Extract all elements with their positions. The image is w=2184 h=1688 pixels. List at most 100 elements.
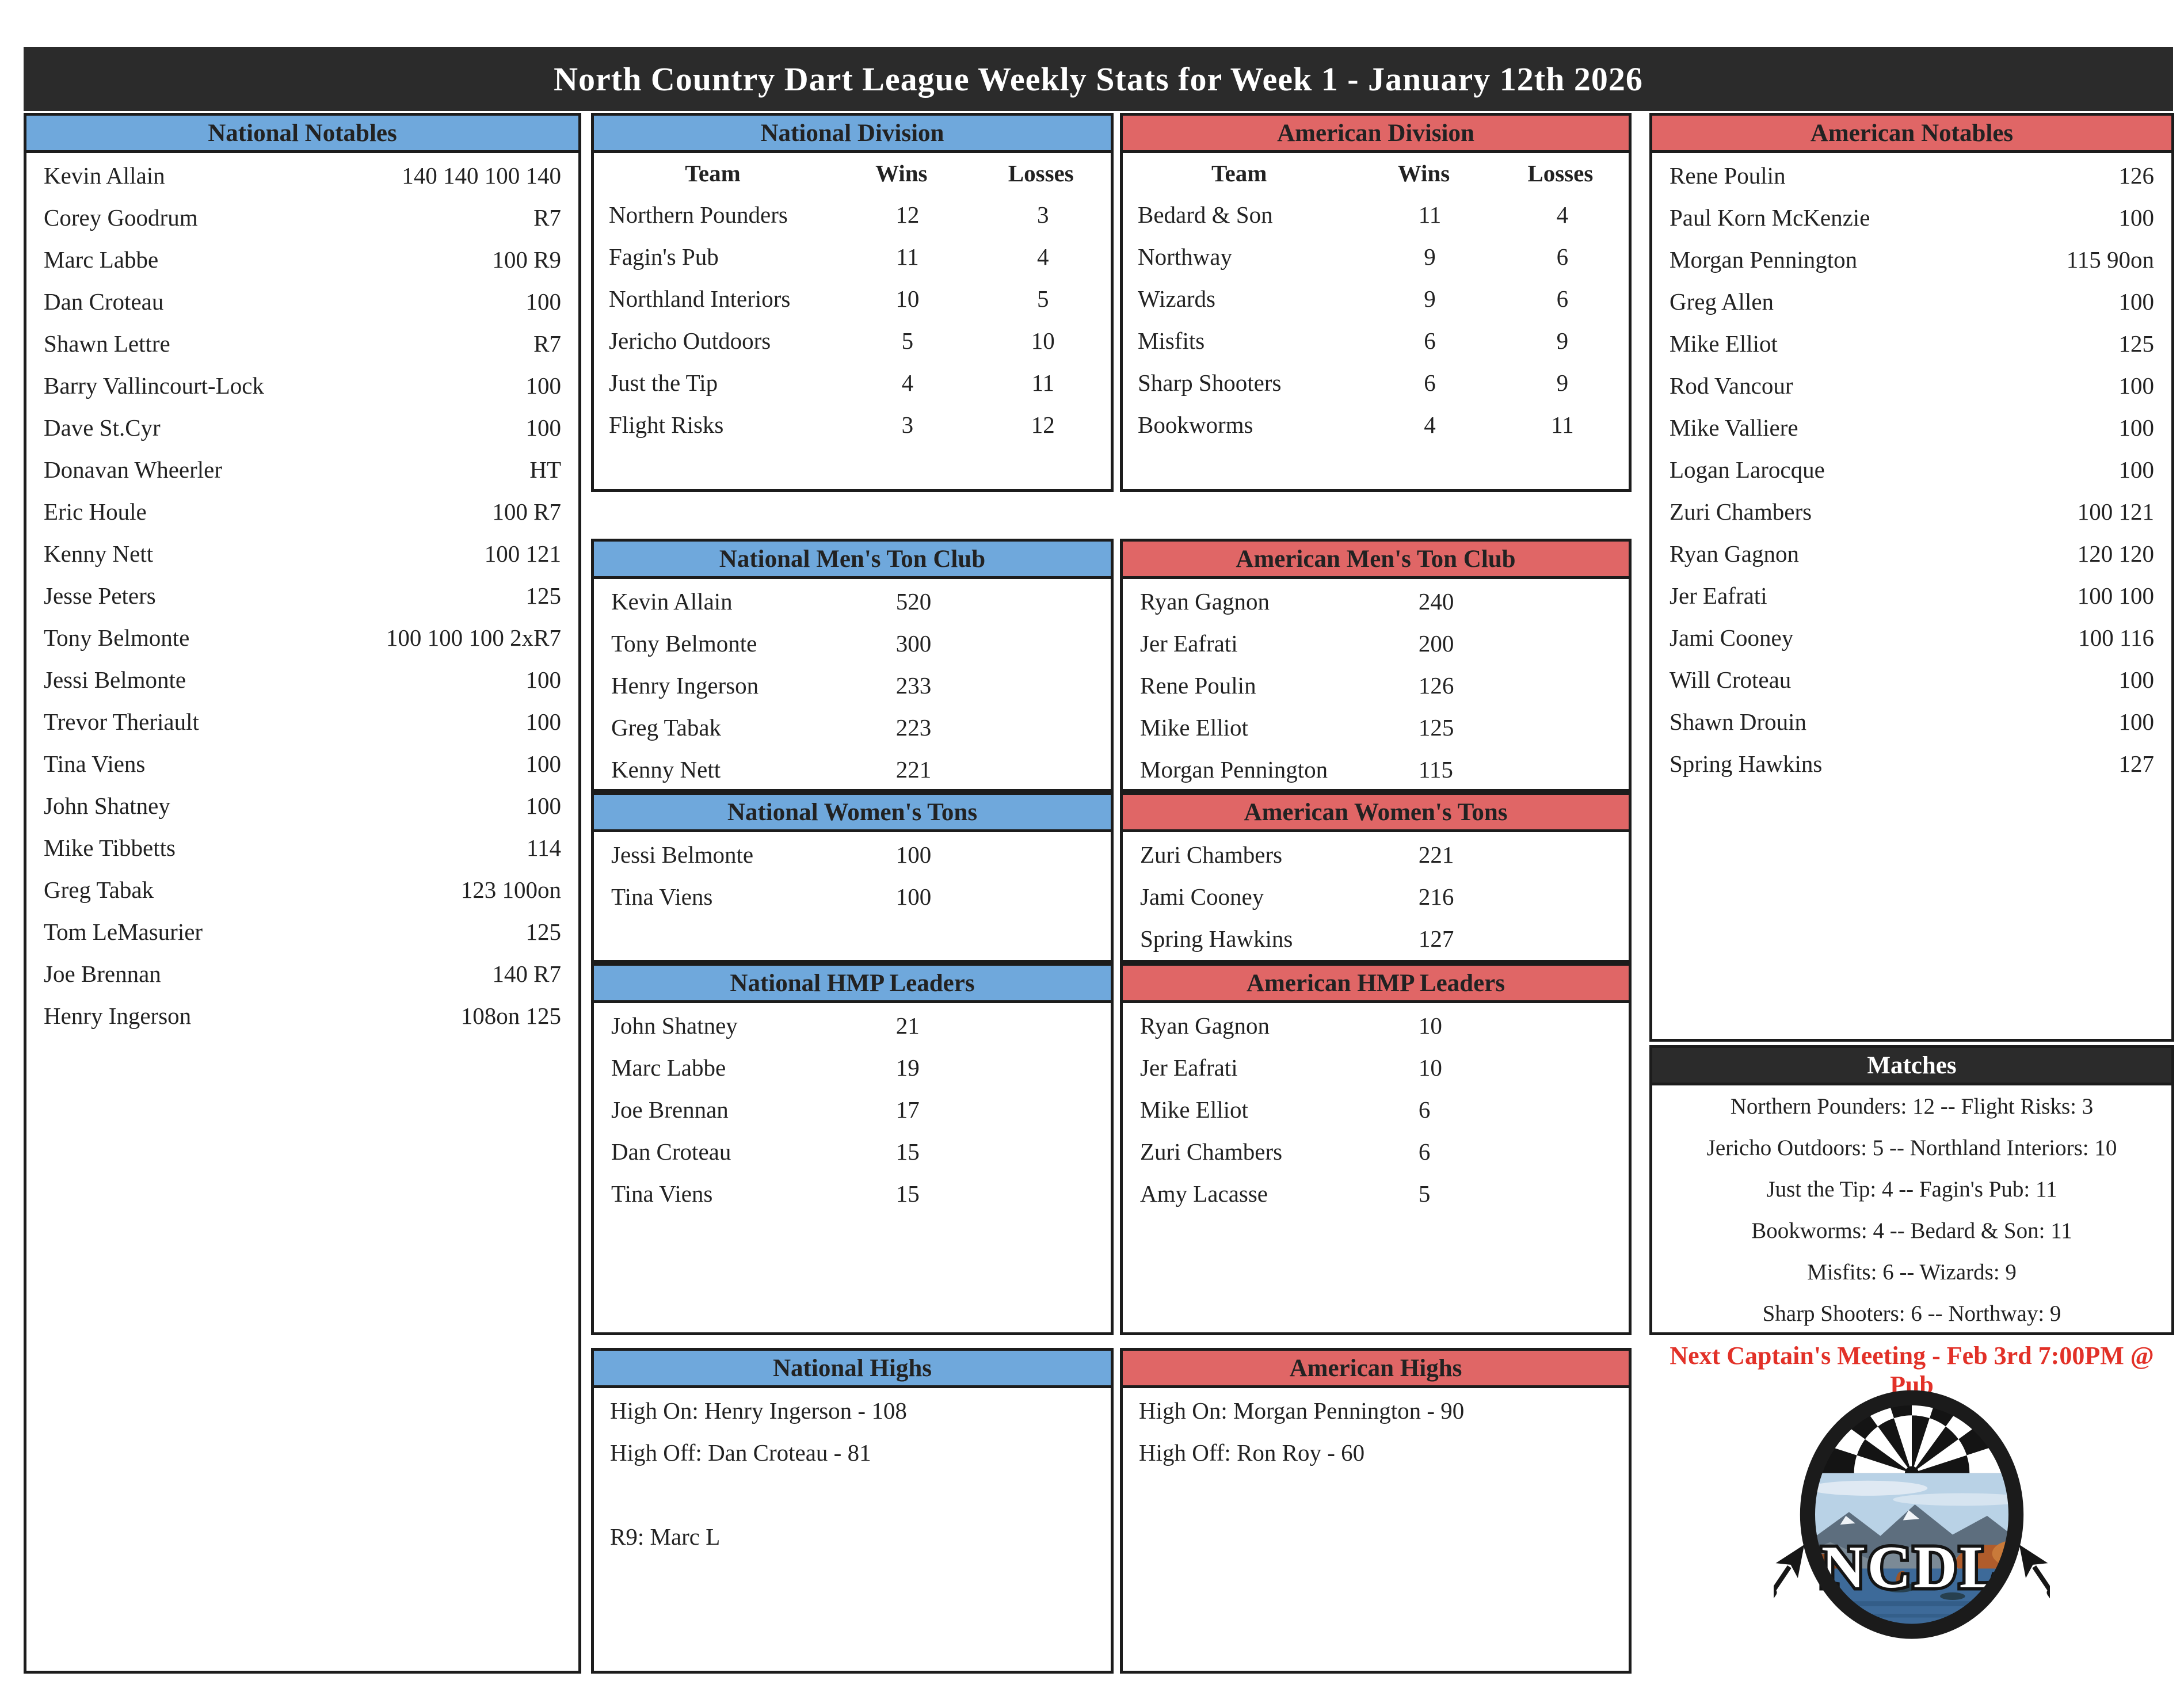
player-name: Shawn Lettre (44, 330, 170, 357)
team-losses: 12 (1031, 411, 1055, 438)
player-name: Spring Hawkins (1670, 750, 1823, 777)
player-row: Donavan Wheerler HT (26, 448, 578, 490)
stat-value: 200 (1418, 630, 1454, 657)
player-scores: 115 90on (2066, 246, 2154, 273)
player-row: Jesse Peters 125 (26, 574, 578, 616)
player-row: John Shatney 100 (26, 784, 578, 826)
player-name: John Shatney (611, 1012, 738, 1039)
player-name: Morgan Pennington (1670, 246, 1858, 273)
player-name: Tony Belmonte (611, 630, 757, 657)
stat-row: Kevin Allain 520 (594, 580, 1111, 622)
team-wins: 12 (895, 201, 920, 228)
stat-value: 127 (1418, 925, 1454, 952)
header-national-hmp-leaders: National HMP Leaders (591, 963, 1114, 1003)
player-name: Mike Elliot (1670, 330, 1778, 357)
team-row: Fagin's Pub 11 4 (594, 235, 1111, 277)
national-division-rows: Northern Pounders 12 3 Fagin's Pub 11 4 … (594, 193, 1111, 445)
national-mens-ton-list: Kevin Allain 520 Tony Belmonte 300 Henry… (591, 579, 1114, 792)
team-name: Fagin's Pub (609, 243, 719, 270)
stat-value: 17 (895, 1096, 920, 1123)
player-name: Marc Labbe (611, 1054, 726, 1081)
stat-row: Ryan Gagnon 240 (1123, 580, 1629, 622)
player-name: Jer Eafrati (1140, 1054, 1238, 1081)
stat-row: Ryan Gagnon 10 (1123, 1004, 1629, 1046)
player-row: Tony Belmonte 100 100 100 2xR7 (26, 616, 578, 658)
player-row: Tom LeMasurier 125 (26, 910, 578, 952)
player-name: Will Croteau (1670, 666, 1792, 693)
stat-value: 21 (895, 1012, 920, 1039)
stat-value: 115 (1418, 756, 1453, 783)
player-row: Rene Poulin 126 (1652, 154, 2171, 196)
player-row: Barry Vallincourt-Lock 100 (26, 364, 578, 406)
player-name: Greg Tabak (44, 876, 154, 903)
team-row: Northland Interiors 10 5 (594, 277, 1111, 319)
player-scores: 140 140 100 140 (402, 162, 561, 189)
player-row: Eric Houle 100 R7 (26, 490, 578, 532)
team-name: Flight Risks (609, 411, 724, 438)
stat-row: Spring Hawkins 127 (1123, 917, 1629, 959)
team-wins: 11 (1418, 201, 1442, 228)
team-losses: 11 (1551, 411, 1574, 438)
team-row: Bookworms 4 11 (1123, 403, 1629, 445)
player-name: Dan Croteau (611, 1138, 731, 1165)
player-scores: 125 (2118, 330, 2155, 357)
player-row: Henry Ingerson 108on 125 (26, 994, 578, 1037)
player-name: Paul Korn McKenzie (1670, 204, 1870, 231)
stat-row: Tina Viens 100 (594, 875, 1111, 917)
player-name: Mike Elliot (1140, 1096, 1248, 1123)
header-american-mens-ton-club: American Men's Ton Club (1120, 539, 1632, 579)
player-scores: 100 100 (2077, 582, 2154, 609)
player-scores: 100 100 100 2xR7 (386, 624, 561, 651)
player-name: Zuri Chambers (1670, 498, 1812, 525)
player-scores: 100 (525, 708, 562, 735)
match-result: Just the Tip: 4 -- Fagin's Pub: 11 (1766, 1176, 2057, 1202)
player-row: Marc Labbe 100 R9 (26, 238, 578, 280)
team-row: Northway 9 6 (1123, 235, 1629, 277)
stat-row: John Shatney 21 (594, 1004, 1111, 1046)
team-row: Sharp Shooters 6 9 (1123, 361, 1629, 403)
player-row: Jessi Belmonte 100 (26, 658, 578, 700)
stat-row: Henry Ingerson 233 (594, 664, 1111, 706)
player-name: Barry Vallincourt-Lock (44, 372, 264, 399)
match-result: Bookworms: 4 -- Bedard & Son: 11 (1751, 1218, 2072, 1243)
header-national-highs: National Highs (591, 1348, 1114, 1388)
team-name: Northway (1138, 243, 1232, 270)
player-name: Tina Viens (611, 1180, 713, 1207)
american-highs-box: High On: Morgan Pennington - 90 High Off… (1120, 1388, 1632, 1674)
team-row: Bedard & Son 11 4 (1123, 193, 1629, 235)
player-row: Kevin Allain 140 140 100 140 (26, 154, 578, 196)
national-highs-box: High On: Henry Ingerson - 108 High Off: … (591, 1388, 1114, 1674)
player-name: Ryan Gagnon (1140, 588, 1270, 615)
header-american-division: American Division (1120, 113, 1632, 153)
player-scores: R7 (533, 330, 561, 357)
stat-value: 233 (895, 672, 932, 699)
player-name: Morgan Pennington (1140, 756, 1328, 783)
team-wins: 6 (1424, 369, 1436, 396)
stat-value: 10 (1418, 1012, 1442, 1039)
american-division-table: Team Wins Losses Bedard & Son 11 4 North… (1120, 153, 1632, 492)
stat-value: 300 (895, 630, 932, 657)
player-name: Tony Belmonte (44, 624, 190, 651)
header-national-notables: National Notables (24, 113, 581, 153)
player-scores: 126 (2118, 162, 2155, 189)
stat-row: Kenny Nett 221 (594, 748, 1111, 789)
player-row: Joe Brennan 140 R7 (26, 952, 578, 994)
player-name: Spring Hawkins (1140, 925, 1293, 952)
player-name: Henry Ingerson (611, 672, 759, 699)
player-name: Rene Poulin (1140, 672, 1256, 699)
stat-row: Jer Eafrati 10 (1123, 1046, 1629, 1088)
stat-row: Jami Cooney 216 (1123, 875, 1629, 917)
player-scores: 125 (525, 918, 562, 945)
stat-value: 100 (895, 841, 932, 868)
player-name: Zuri Chambers (1140, 1138, 1283, 1165)
stat-value: 221 (1418, 841, 1454, 868)
player-name: Joe Brennan (611, 1096, 729, 1123)
header-american-womens-tons: American Women's Tons (1120, 792, 1632, 832)
col-head-wins: Wins (1397, 160, 1450, 186)
player-scores: 120 120 (2077, 540, 2154, 567)
player-scores: 127 (2118, 750, 2155, 777)
match-result: Jericho Outdoors: 5 -- Northland Interio… (1706, 1135, 2117, 1160)
player-name: Zuri Chambers (1140, 841, 1283, 868)
player-row: Tina Viens 100 (26, 742, 578, 784)
player-scores: 123 100on (460, 876, 561, 903)
